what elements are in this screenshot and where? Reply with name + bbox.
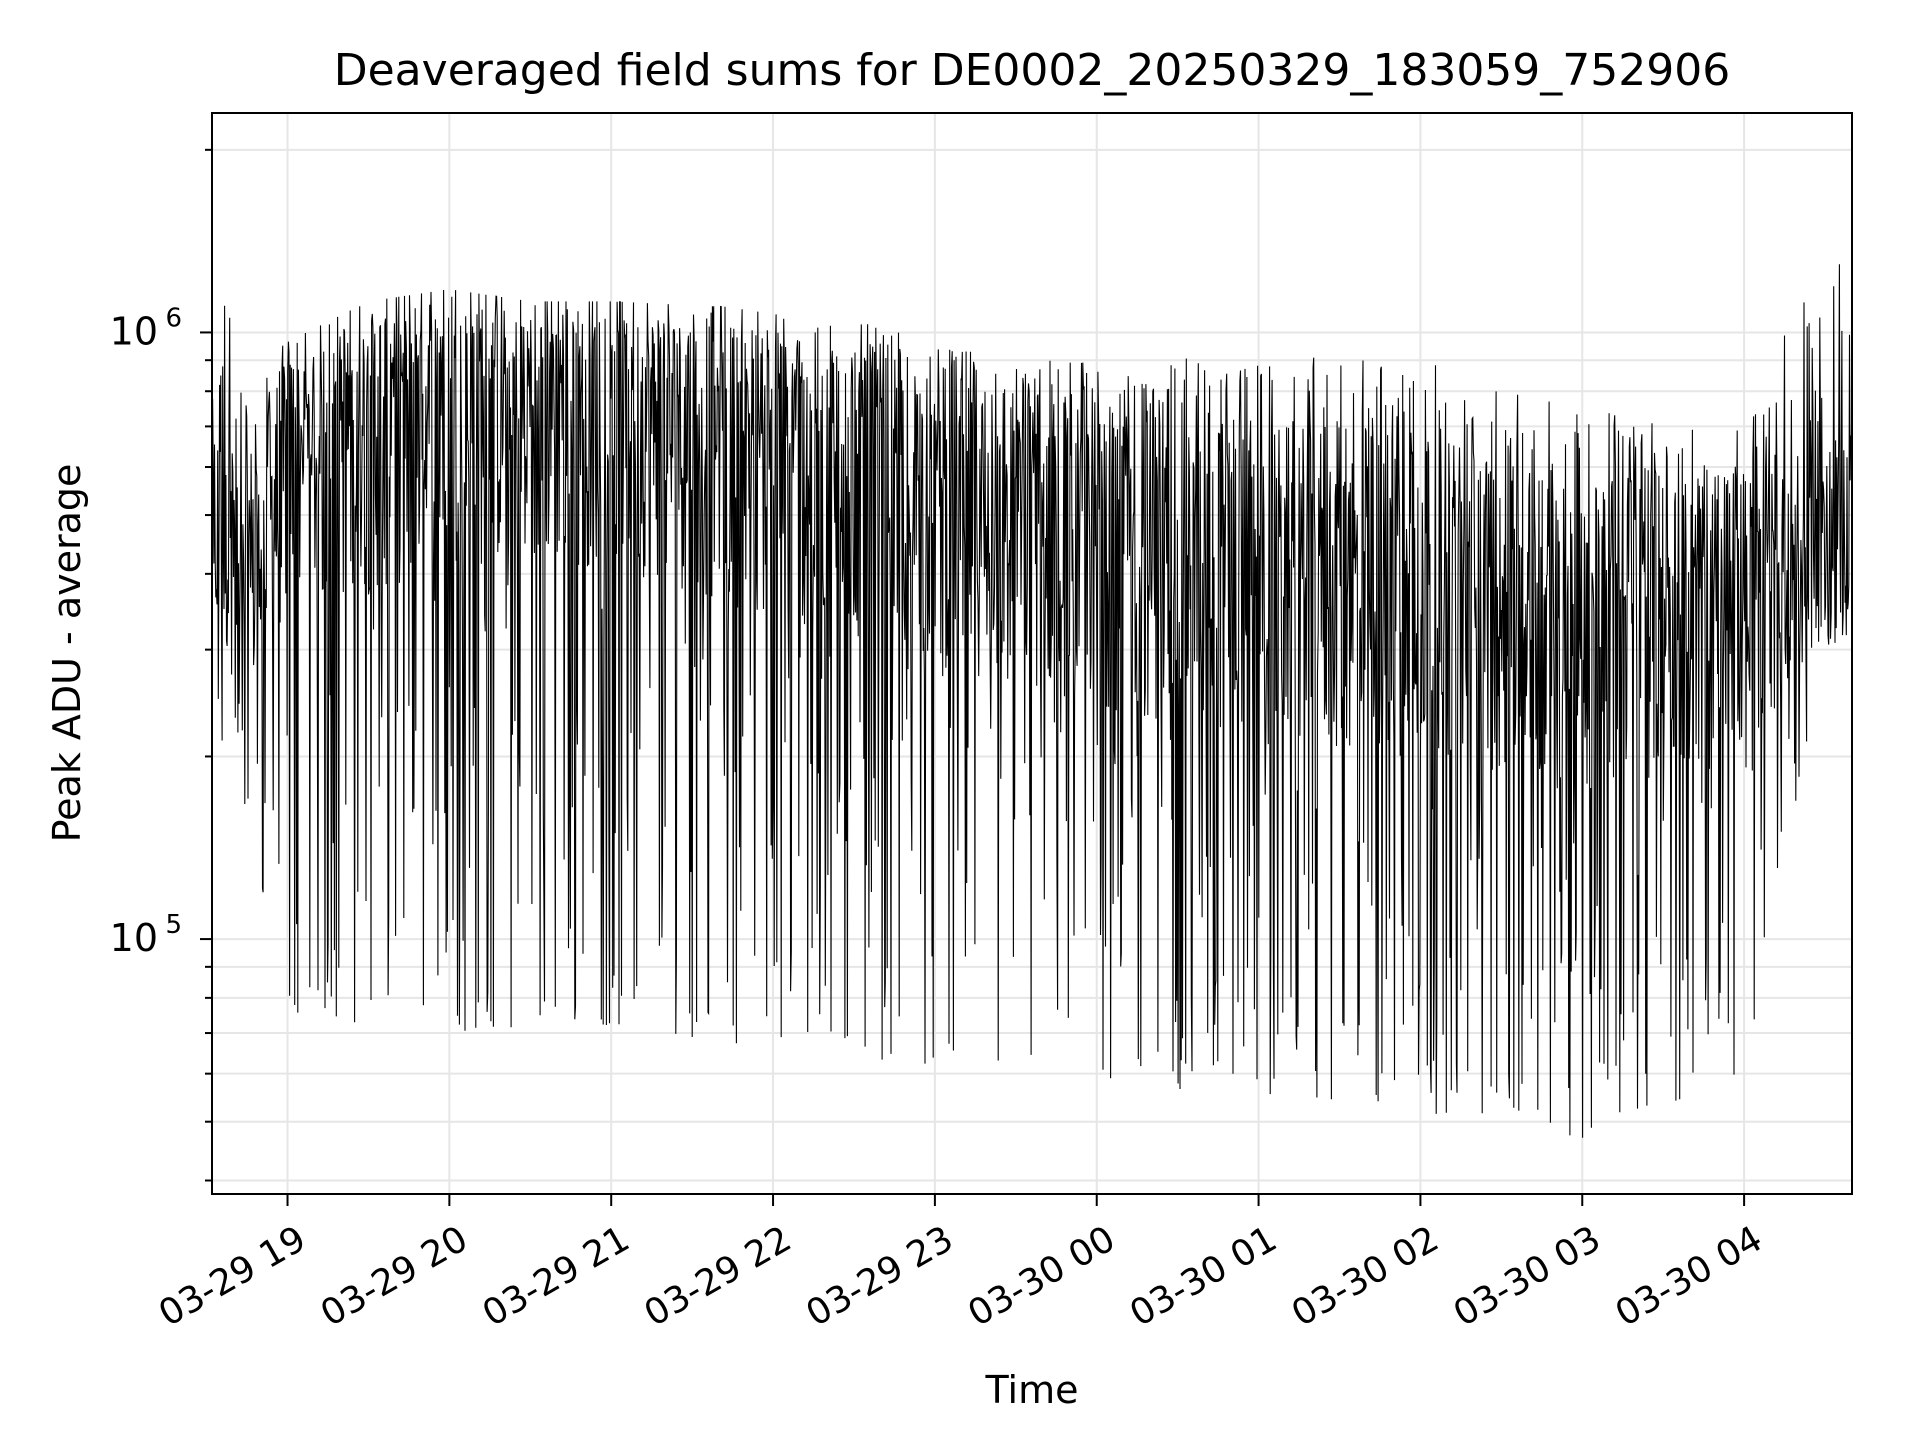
y-axis-label: Peak ADU - average [45,464,89,843]
plot-frame [211,112,1853,1195]
x-axis-label: Time [985,1368,1079,1412]
y-tick-label-exponent: 5 [165,910,182,940]
y-tick-label: 10 [110,916,158,960]
chart-title: Deaveraged field sums for DE0002_2025032… [334,45,1731,96]
series-line [211,264,1853,1138]
data-series [211,264,1853,1138]
y-tick-label: 10 [110,309,158,353]
y-tick-label-exponent: 6 [165,303,182,333]
